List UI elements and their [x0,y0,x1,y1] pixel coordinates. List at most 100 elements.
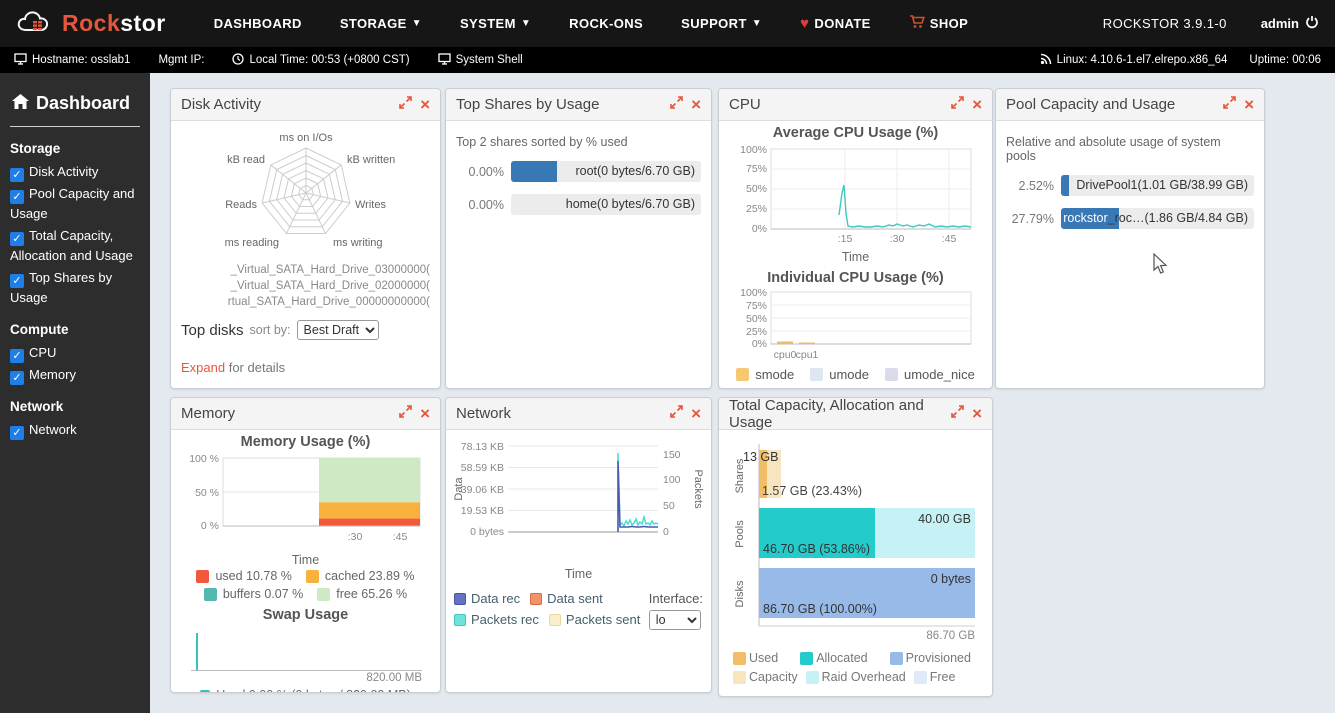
svg-text:25%: 25% [746,326,767,338]
close-icon[interactable]: × [1244,94,1254,114]
checkbox-checked[interactable]: ✓ [10,426,24,440]
sidebar-item-network[interactable]: ✓ Network [10,420,140,440]
sidebar-item-pool-capacity[interactable]: ✓ Pool Capacity and Usage [10,186,135,221]
heart-icon: ♥ [800,15,810,32]
expand-details-link[interactable]: Expand [181,360,226,375]
nav-rock-ons[interactable]: ROCK-ONS [569,16,644,31]
disk-sort-select[interactable]: Best Draft [296,320,379,340]
sort-by-label: sort by: [249,323,291,337]
individual-cpu-title: Individual CPU Usage (%) [767,270,944,286]
checkbox-checked[interactable]: ✓ [10,371,24,385]
close-icon[interactable]: × [972,94,982,114]
svg-text:Reads: Reads [225,199,257,211]
used-swatch [733,651,746,665]
nav-support[interactable]: SUPPORT ▼ [681,16,763,31]
close-icon[interactable]: × [691,94,701,114]
widget-title: Top Shares by Usage [456,96,600,113]
nav-system[interactable]: SYSTEM ▼ [459,16,532,31]
swap-usage-chart [191,625,422,671]
checkbox-checked[interactable]: ✓ [10,190,24,204]
svg-text:Packets: Packets [692,469,704,509]
cpu-legend: smode umode umode_nice [727,367,984,382]
interface-label: Interface: [648,591,703,606]
share-percent: 0.00% [468,197,504,212]
sidebar-dashboard-title[interactable]: Dashboard [10,93,140,114]
interface-select[interactable]: lo [648,610,701,630]
expand-icon[interactable] [670,95,683,114]
svg-text:100 %: 100 % [189,453,219,465]
total-capacity-legend: Used Allocated Provisioned Capacity Raid… [729,649,982,691]
chevron-down-icon: ▼ [751,18,763,29]
swap-legend: Used 0.00 % (0 bytes / 820.00 MB) [179,688,432,692]
uptime-status: Uptime: 00:06 [1249,54,1321,66]
local-time-status: Local Time: 00:53 (+0800 CST) [232,52,410,68]
chevron-down-icon: ▼ [411,18,422,29]
nav-storage[interactable]: STORAGE ▼ [339,16,422,31]
pool-usage-bar: rockstor_roc…(1.86 GB/4.84 GB) [1061,208,1254,229]
svg-text:58.59 KB: 58.59 KB [461,462,504,474]
nav-dashboard[interactable]: DASHBOARD [213,16,302,31]
home-icon [12,93,29,114]
expand-icon[interactable] [399,95,412,114]
sidebar-section-compute: Compute [10,322,69,337]
sidebar-item-top-shares[interactable]: ✓ Top Shares by Usage [10,270,113,305]
packets-rec-swatch [454,613,466,626]
checkbox-checked[interactable]: ✓ [10,274,24,288]
expand-icon[interactable] [1223,95,1236,114]
cloud-logo-icon [16,8,56,40]
close-icon[interactable]: × [420,403,430,423]
swap-usage-title: Swap Usage [262,607,349,623]
provisioned-swatch [889,651,903,665]
share-usage-bar: home(0 bytes/6.70 GB) [511,194,701,215]
share-row: 0.00% home(0 bytes/6.70 GB) [456,194,701,215]
user-menu[interactable]: admin [1261,15,1319,32]
close-icon[interactable]: × [691,403,701,423]
expand-icon[interactable] [399,404,412,423]
sidebar-item-disk-activity[interactable]: ✓ Disk Activity [10,162,140,182]
svg-text::45: :45 [393,531,408,543]
checkbox-checked[interactable]: ✓ [10,232,24,246]
checkbox-checked[interactable]: ✓ [10,168,24,182]
svg-text:Disks: Disks [734,580,746,607]
raid-overhead-swatch [805,670,819,684]
rockstor-logo[interactable]: Rockstor [16,8,166,40]
svg-text:0 %: 0 % [201,520,219,532]
network-legend: Data rec Data sent Packets rec Packets s… [454,591,640,633]
disk-legend-list: _Virtual_SATA_Hard_Drive_03000000( _Virt… [181,262,430,310]
expand-icon[interactable] [951,404,964,423]
expand-icon[interactable] [670,404,683,423]
svg-text:86.70 GB: 86.70 GB [926,630,975,642]
checkbox-checked[interactable]: ✓ [10,349,24,363]
power-icon [1305,15,1319,32]
memory-usage-chart: 100 % 50 % 0 % :30 :45 [189,453,421,543]
pool-bar-label: rockstor_roc…(1.86 GB/4.84 GB) [1063,211,1248,225]
svg-text:0%: 0% [752,338,767,350]
svg-text:50%: 50% [746,313,767,325]
close-icon[interactable]: × [972,403,982,423]
hostname-status: Hostname: osslab1 [14,52,130,68]
nav-shop[interactable]: SHOP [909,15,968,32]
shares-subtitle: Top 2 shares sorted by % used [456,135,628,149]
sidebar-item-total-capacity[interactable]: ✓ Total Capacity, Allocation and Usage [10,228,133,263]
expand-icon[interactable] [951,95,964,114]
swap-max-label: 820.00 MB [366,672,422,684]
widget-network: Network × 78.13 KB 58.59 KB 39.06 KB 19.… [445,397,712,693]
share-row: 0.00% root(0 bytes/6.70 GB) [456,161,701,182]
widget-title: CPU [729,96,761,113]
sidebar: Dashboard Storage ✓ Disk Activity ✓ Pool C… [0,73,150,713]
sidebar-item-cpu[interactable]: ✓ CPU [10,343,140,363]
nav-donate[interactable]: ♥ DONATE [800,15,871,32]
disk-name: _Virtual_SATA_Hard_Drive_02000000( [230,280,430,292]
svg-text:25%: 25% [746,203,767,215]
mouse-cursor [1152,252,1170,280]
svg-text:78.13 KB: 78.13 KB [461,441,504,453]
free-swatch [317,587,331,601]
svg-text:Shares: Shares [734,458,746,493]
sidebar-item-memory[interactable]: ✓ Memory [10,365,140,385]
system-shell-link[interactable]: System Shell [437,52,523,68]
svg-text:cpu1: cpu1 [796,349,819,361]
svg-text:150: 150 [663,449,681,461]
close-icon[interactable]: × [420,94,430,114]
widget-disk-activity: Disk Activity × [170,88,441,389]
chevron-down-icon: ▼ [520,18,532,29]
